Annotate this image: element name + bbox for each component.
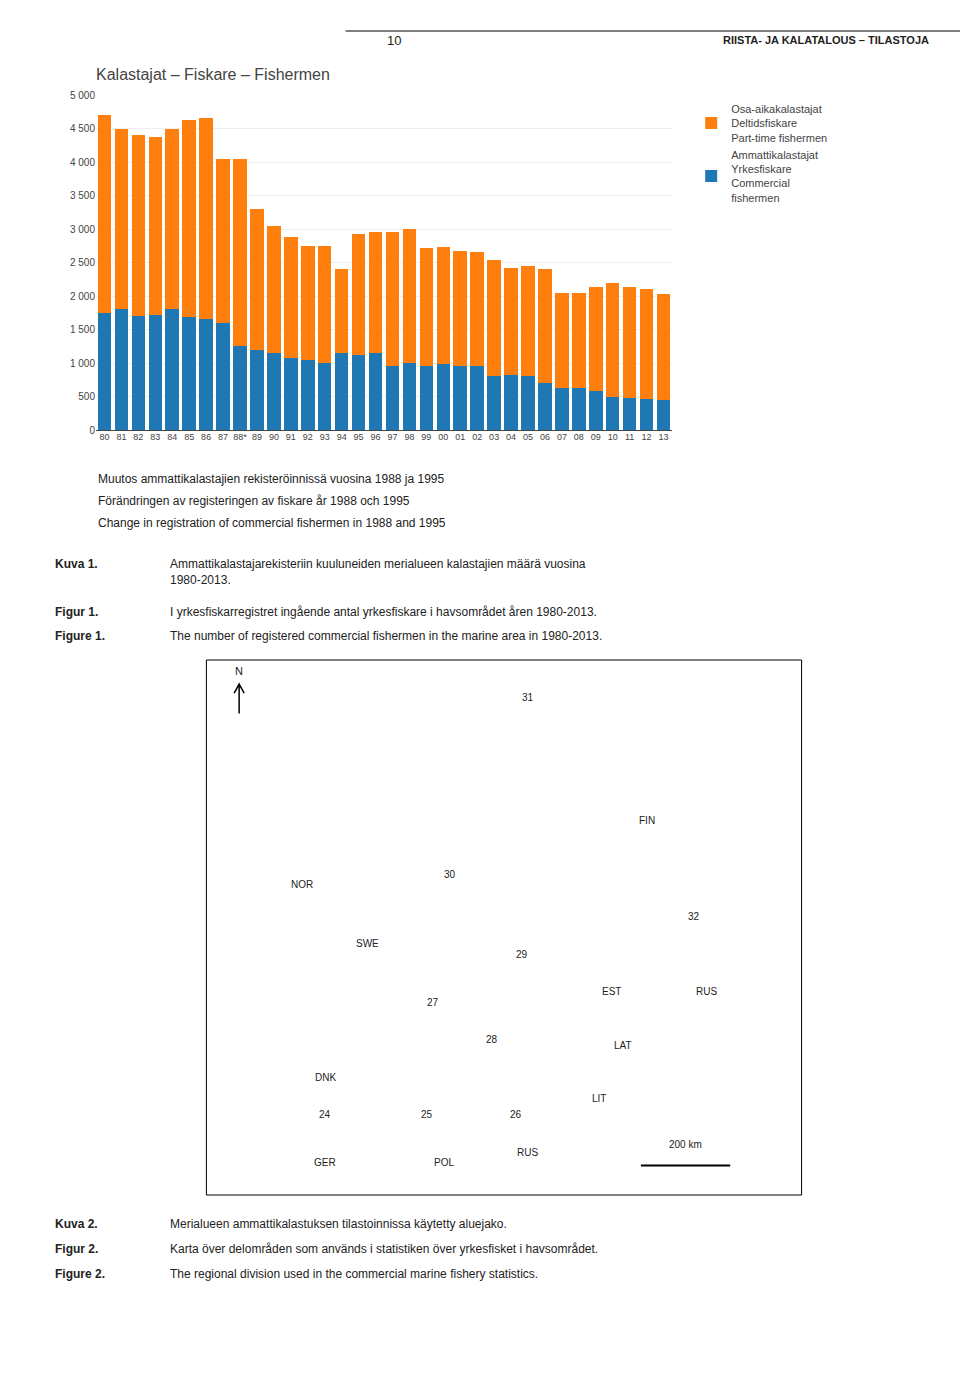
svg-text:92: 92 [303, 432, 313, 442]
svg-text:06: 06 [540, 432, 550, 442]
svg-text:24: 24 [319, 1109, 331, 1120]
svg-text:83: 83 [150, 432, 160, 442]
svg-text:32: 32 [688, 911, 700, 922]
svg-text:NOR: NOR [291, 879, 313, 890]
svg-text:3 000: 3 000 [70, 224, 95, 235]
svg-text:Figure 1.: Figure 1. [55, 629, 105, 643]
svg-text:10: 10 [608, 432, 618, 442]
svg-text:RUS: RUS [517, 1147, 538, 1158]
svg-text:11: 11 [625, 432, 634, 442]
svg-text:Figur 2.: Figur 2. [55, 1242, 98, 1256]
svg-text:05: 05 [523, 432, 533, 442]
svg-text:90: 90 [269, 432, 279, 442]
svg-text:1 000: 1 000 [70, 358, 95, 369]
svg-text:94: 94 [337, 432, 347, 442]
svg-text:POL: POL [434, 1157, 454, 1168]
svg-text:81: 81 [116, 432, 126, 442]
svg-text:200 km: 200 km [669, 1139, 702, 1150]
svg-text:N: N [235, 665, 243, 677]
svg-text:31: 31 [522, 692, 534, 703]
svg-text:1 500: 1 500 [70, 324, 95, 335]
svg-text:95: 95 [354, 432, 364, 442]
svg-text:27: 27 [427, 997, 439, 1008]
svg-text:Merialueen ammattikalastuksen: Merialueen ammattikalastuksen tilastoinn… [170, 1217, 507, 1231]
svg-text:Förändringen av registeringen: Förändringen av registeringen av fiskare… [98, 494, 410, 508]
svg-text:07: 07 [557, 432, 567, 442]
svg-text:Muutos ammattikalastajien reki: Muutos ammattikalastajien rekisteröinnis… [98, 472, 445, 486]
svg-text:3 500: 3 500 [70, 190, 95, 201]
svg-text:Kuva 2.: Kuva 2. [55, 1217, 98, 1231]
svg-text:86: 86 [201, 432, 211, 442]
svg-text:2 500: 2 500 [70, 257, 95, 268]
svg-text:93: 93 [320, 432, 330, 442]
svg-text:Figure 2.: Figure 2. [55, 1267, 105, 1281]
svg-text:25: 25 [421, 1109, 433, 1120]
svg-text:29: 29 [516, 949, 528, 960]
svg-text:5 000: 5 000 [70, 90, 95, 101]
svg-text:I yrkesfiskarregistret ingåend: I yrkesfiskarregistret ingående antal yr… [170, 605, 597, 619]
svg-text:LAT: LAT [614, 1040, 632, 1051]
svg-text:Kuva 1.: Kuva 1. [55, 557, 98, 571]
svg-text:EST: EST [602, 986, 621, 997]
svg-text:80: 80 [99, 432, 109, 442]
svg-text:The regional division used in: The regional division used in the commer… [170, 1267, 538, 1281]
svg-text:Osa-aikakalastajatDeltidsfiska: Osa-aikakalastajatDeltidsfiskarePart-tim… [731, 103, 827, 144]
svg-text:RIISTA- JA KALATALOUS – TILAST: RIISTA- JA KALATALOUS – TILASTOJA [723, 34, 929, 46]
svg-text:DNK: DNK [315, 1072, 336, 1083]
svg-text:RUS: RUS [696, 986, 717, 997]
svg-text:4 000: 4 000 [70, 157, 95, 168]
svg-text:09: 09 [591, 432, 601, 442]
svg-text:The number of registered comme: The number of registered commercial fish… [170, 629, 602, 643]
svg-text:02: 02 [472, 432, 482, 442]
svg-text:84: 84 [167, 432, 177, 442]
svg-text:500: 500 [78, 391, 95, 402]
svg-text:Change in registration of comm: Change in registration of commercial fis… [98, 516, 446, 530]
svg-text:30: 30 [444, 869, 456, 880]
svg-text:LIT: LIT [592, 1093, 606, 1104]
svg-text:88*: 88* [233, 432, 247, 442]
svg-text:91: 91 [286, 432, 296, 442]
svg-text:82: 82 [133, 432, 143, 442]
svg-text:13: 13 [659, 432, 669, 442]
svg-text:97: 97 [387, 432, 397, 442]
svg-text:AmmattikalastajatYrkesfiskareC: AmmattikalastajatYrkesfiskareCommercialf… [731, 149, 818, 204]
svg-text:03: 03 [489, 432, 499, 442]
svg-text:96: 96 [371, 432, 381, 442]
svg-text:FIN: FIN [639, 815, 655, 826]
svg-text:26: 26 [510, 1109, 522, 1120]
svg-text:89: 89 [252, 432, 262, 442]
svg-text:28: 28 [486, 1034, 498, 1045]
svg-text:87: 87 [218, 432, 228, 442]
svg-text:Karta över delområden som anvä: Karta över delområden som används i stat… [170, 1242, 598, 1256]
svg-text:Ammattikalastajarekisteriin ku: Ammattikalastajarekisteriin kuuluneiden … [170, 557, 586, 587]
svg-text:98: 98 [404, 432, 414, 442]
svg-text:10: 10 [387, 33, 401, 48]
svg-text:0: 0 [89, 425, 95, 436]
svg-text:12: 12 [642, 432, 652, 442]
svg-text:99: 99 [421, 432, 431, 442]
svg-text:2 000: 2 000 [70, 291, 95, 302]
svg-text:08: 08 [574, 432, 584, 442]
svg-text:SWE: SWE [356, 938, 379, 949]
svg-text:GER: GER [314, 1157, 336, 1168]
svg-text:Kalastajat – Fiskare – Fisherm: Kalastajat – Fiskare – Fishermen [96, 66, 330, 83]
svg-text:Figur 1.: Figur 1. [55, 605, 98, 619]
svg-text:00: 00 [438, 432, 448, 442]
svg-text:01: 01 [455, 432, 465, 442]
svg-text:4 500: 4 500 [70, 123, 95, 134]
svg-text:85: 85 [184, 432, 194, 442]
svg-text:04: 04 [506, 432, 516, 442]
